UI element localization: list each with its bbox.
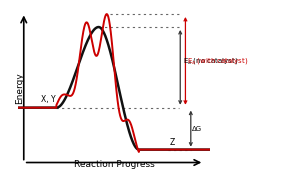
Text: E$_a$ (no catalyst): E$_a$ (no catalyst)	[182, 56, 238, 66]
Text: Reaction Progress: Reaction Progress	[74, 160, 154, 169]
Text: E$_a$ (with catalyst): E$_a$ (with catalyst)	[187, 56, 248, 66]
Text: Z: Z	[170, 138, 175, 147]
Text: ΔG: ΔG	[192, 126, 203, 132]
Text: X, Y: X, Y	[41, 95, 56, 104]
Text: Energy: Energy	[15, 72, 24, 104]
